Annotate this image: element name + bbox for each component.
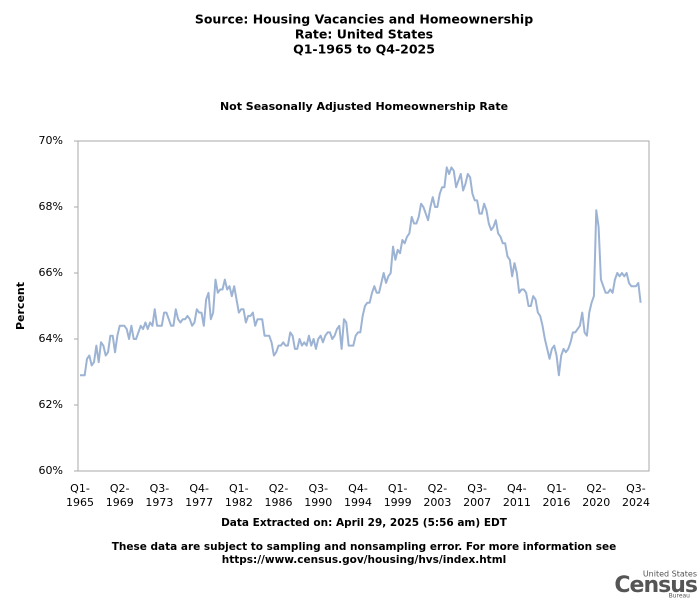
- plot-frame: [77, 140, 650, 472]
- chart-title: Rate: United States: [295, 27, 433, 42]
- extracted-note: Data Extracted on: April 29, 2025 (5:56 …: [221, 517, 508, 529]
- x-tick-label: Q3-1990: [304, 482, 332, 509]
- x-tick-label: Q4-2011: [503, 482, 531, 509]
- data-line: [80, 166, 642, 377]
- x-tick-label: Q3-2007: [463, 482, 491, 509]
- logo-text: Bureau: [669, 593, 691, 600]
- x-tick-label: Q2-1986: [265, 482, 293, 509]
- chart-title: Source: Housing Vacancies and Homeowners…: [195, 12, 533, 27]
- y-axis-label: Percent: [14, 282, 27, 330]
- x-tick-label: Q1-2016: [543, 482, 571, 509]
- chart-title: Q1-1965 to Q4-2025: [293, 42, 435, 57]
- x-tick-label: Q2-2003: [423, 482, 451, 509]
- x-tick-label: Q4-1994: [344, 482, 372, 509]
- y-tick-label: 66%: [39, 266, 63, 279]
- chart-subtitle: Not Seasonally Adjusted Homeownership Ra…: [220, 100, 508, 113]
- x-tick-label: Q1-1965: [66, 482, 94, 509]
- x-tick-label: Q1-1982: [225, 482, 253, 509]
- y-tick-label: 70%: [39, 134, 63, 147]
- logo-text: United States: [643, 570, 697, 579]
- x-tick-label: Q3-2024: [622, 482, 650, 509]
- y-tick-label: 62%: [39, 398, 63, 411]
- x-tick-label: Q2-2020: [582, 482, 610, 509]
- footnote: These data are subject to sampling and n…: [112, 541, 617, 553]
- y-tick-label: 68%: [39, 200, 63, 213]
- x-tick-label: Q2-1969: [106, 482, 134, 509]
- x-tick-label: Q1-1999: [384, 482, 412, 509]
- logo-text: Census: [614, 573, 697, 598]
- x-tick-label: Q3-1973: [145, 482, 173, 509]
- y-tick-label: 64%: [39, 332, 63, 345]
- y-tick-label: 60%: [39, 464, 63, 477]
- footnote: https://www.census.gov/housing/hvs/index…: [222, 554, 507, 566]
- x-tick-label: Q4-1977: [185, 482, 213, 509]
